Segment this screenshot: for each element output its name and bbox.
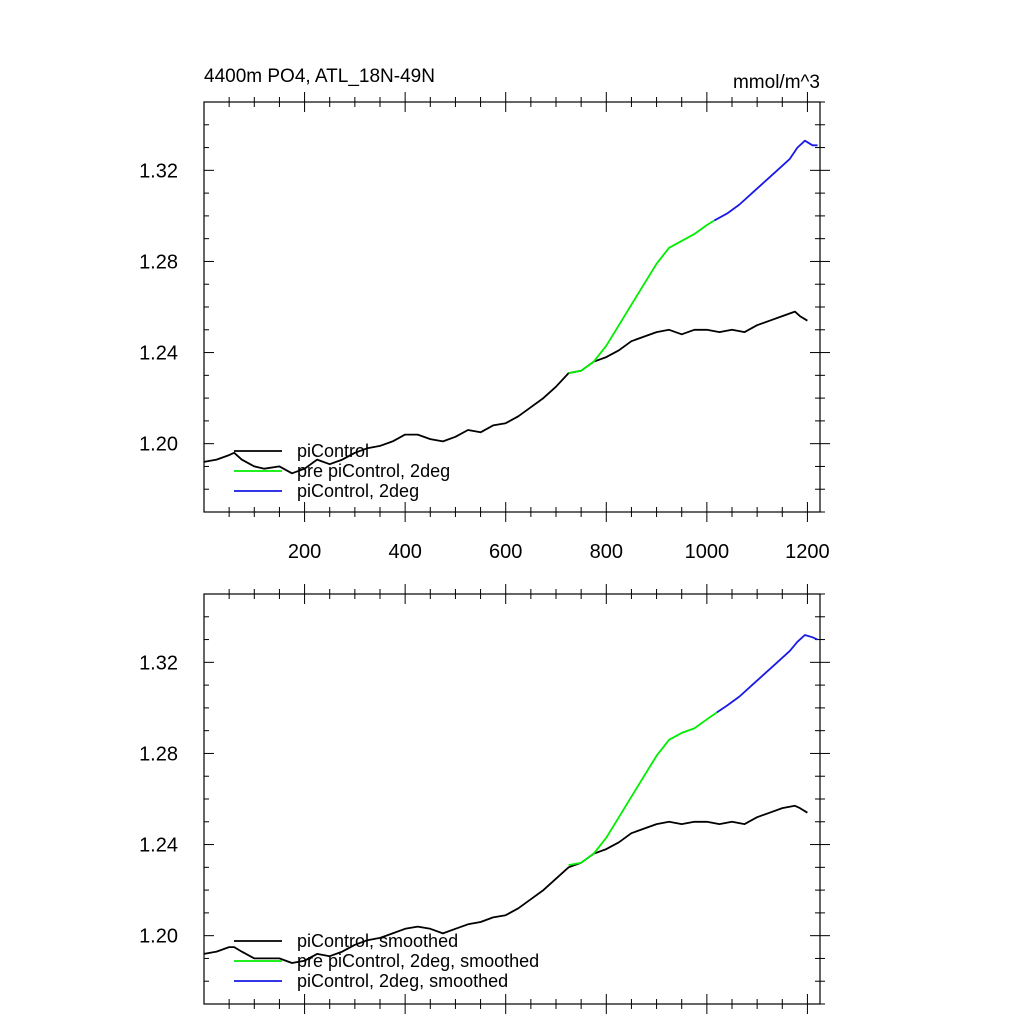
legend-label: pre piControl, 2deg: [297, 461, 450, 481]
y-tick-label: 1.28: [139, 743, 178, 765]
y-tick-label: 1.20: [139, 926, 178, 948]
legend-label: piControl, 2deg: [297, 481, 419, 501]
y-tick-label: 1.28: [139, 251, 178, 273]
series-line-1: [568, 711, 718, 866]
series-line-1: [568, 219, 715, 374]
x-tick-label: 800: [590, 541, 623, 563]
top-panel: 200 400 600 800 1000 1200 1.20 1.24 1.28 1.32 4400…: [139, 66, 830, 563]
y-tick-label: 1.32: [139, 652, 178, 674]
x-tick-label: 1200: [785, 541, 830, 563]
series-line-0: [203, 310, 808, 475]
legend-label: piControl, 2deg, smoothed: [297, 971, 508, 991]
series-line-0: [203, 804, 808, 964]
chart-title: 4400m PO4, ATL_18N-49N: [204, 66, 435, 87]
y-tick-label: 1.24: [139, 343, 178, 365]
x-tick-label: 400: [388, 541, 421, 563]
legend-label: piControl: [297, 441, 369, 461]
x-tick-label: 1000: [685, 541, 730, 563]
x-tick-label: 600: [489, 541, 522, 563]
y-tick-label: 1.24: [139, 835, 178, 857]
series-line-2: [716, 634, 818, 714]
chart-units: mmol/m^3: [733, 72, 820, 93]
legend-label: pre piControl, 2deg, smoothed: [297, 951, 539, 971]
series-line-2: [713, 139, 818, 222]
legend-label: piControl, smoothed: [297, 931, 458, 951]
x-tick-label: 200: [288, 541, 321, 563]
y-tick-label: 1.32: [139, 160, 178, 182]
y-tick-label: 1.20: [139, 434, 178, 456]
